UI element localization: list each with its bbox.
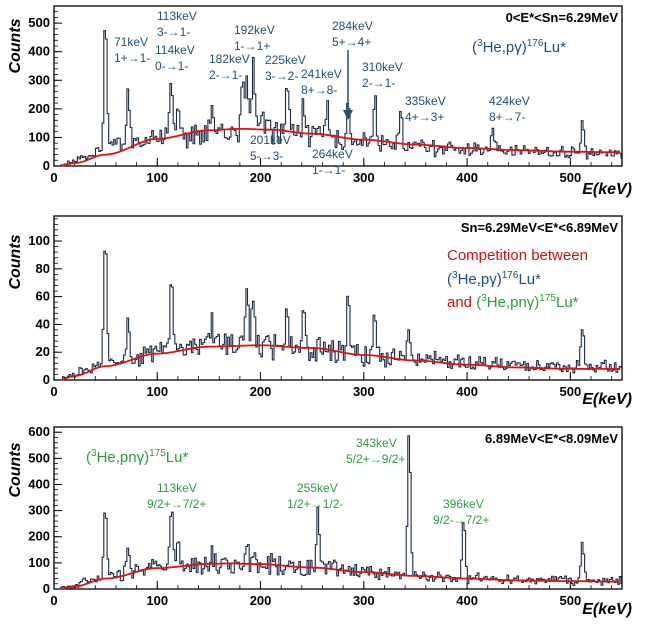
background-fit-line bbox=[59, 344, 620, 381]
x-tick-label: 200 bbox=[250, 170, 272, 185]
panel-3-reaction-label: (3He,pnγ)175Lu* bbox=[86, 448, 188, 466]
panel-3-annotations: 113keV 9/2+→7/2+ 255keV 1/2+→1/2- 343keV 5/… bbox=[147, 436, 489, 527]
annotation-label: 201keV 5-→3- bbox=[250, 133, 291, 163]
panel-1-plot bbox=[59, 30, 622, 167]
annotation-label: 343keV 5/2+→9/2+ bbox=[346, 436, 405, 466]
panel-3: 0 100 200 300 400 500 600 0 100 200 300 400 500 Cou… bbox=[7, 424, 632, 618]
panel-2-ylabel: Counts bbox=[7, 234, 24, 289]
annotation-label: 396keV 9/2-→7/2+ bbox=[433, 497, 489, 527]
panel-3-y-ticks: 0 100 200 300 400 500 600 bbox=[28, 424, 62, 596]
x-tick-label: 400 bbox=[456, 593, 478, 608]
y-tick-label: 0 bbox=[43, 581, 50, 596]
y-tick-label: 500 bbox=[28, 450, 50, 465]
panel-2: 0 20 40 60 80 100 0 100 200 300 400 500 Counts E(k… bbox=[7, 215, 632, 408]
panel-3-range-label: 6.89MeV<E*<8.09MeV bbox=[485, 431, 618, 446]
x-tick-label: 300 bbox=[353, 384, 375, 399]
panel-1: 0 100 200 300 400 500 0 100 200 300 400 500 Counts… bbox=[7, 5, 632, 198]
panel-1-xlabel: E(keV) bbox=[582, 181, 632, 198]
x-tick-label: 200 bbox=[250, 593, 272, 608]
x-tick-label: 0 bbox=[50, 384, 57, 399]
x-tick-label: 500 bbox=[560, 593, 582, 608]
y-tick-label: 0 bbox=[43, 158, 50, 173]
annotation-label: 310keV 2-→1- bbox=[362, 60, 403, 90]
y-tick-label: 300 bbox=[28, 72, 50, 87]
y-tick-label: 100 bbox=[28, 233, 50, 248]
y-tick-label: 400 bbox=[28, 44, 50, 59]
y-tick-label: 40 bbox=[36, 316, 50, 331]
panel-2-x-ticks: 0 100 200 300 400 500 bbox=[50, 372, 613, 399]
annotation-label: 424keV 8+→7- bbox=[489, 94, 530, 124]
panel-2-frame bbox=[53, 215, 623, 381]
y-tick-label: 20 bbox=[36, 344, 50, 359]
panel-2-xlabel: E(keV) bbox=[582, 391, 632, 408]
panel-2-plot bbox=[59, 250, 622, 381]
panel-1-y-ticks: 0 100 200 300 400 500 bbox=[28, 5, 62, 173]
x-tick-label: 300 bbox=[353, 593, 375, 608]
background-fit-line bbox=[59, 562, 620, 590]
panel-1-reaction-label: (3He,pγ)176Lu* bbox=[472, 38, 566, 56]
y-tick-label: 100 bbox=[28, 129, 50, 144]
annotation-label: 255keV 1/2+→1/2- bbox=[287, 481, 343, 511]
panel-3-x-ticks: 0 100 200 300 400 500 bbox=[50, 581, 613, 608]
annotation-label: 225keV 3-→2- bbox=[265, 53, 306, 83]
annotation-label: 264keV 1-→1- bbox=[312, 147, 353, 177]
annotation-arrowhead bbox=[343, 110, 353, 120]
y-tick-label: 600 bbox=[28, 424, 50, 439]
x-tick-label: 0 bbox=[50, 170, 57, 185]
y-tick-label: 0 bbox=[43, 372, 50, 387]
x-tick-label: 400 bbox=[456, 170, 478, 185]
annotation-label: 241keV 8+→8- bbox=[301, 67, 342, 97]
panel-2-y-ticks: 0 20 40 60 80 100 bbox=[28, 218, 62, 387]
annotation-label: 182keV 2-→1- bbox=[209, 52, 250, 82]
y-tick-label: 200 bbox=[28, 529, 50, 544]
x-tick-label: 500 bbox=[560, 384, 582, 399]
competition-title: Competition between bbox=[447, 247, 588, 264]
y-tick-label: 60 bbox=[36, 289, 50, 304]
x-tick-label: 300 bbox=[353, 170, 375, 185]
spectrum-line bbox=[59, 250, 622, 381]
competition-line-1: (3He,pγ)176Lu* bbox=[447, 270, 541, 288]
panel-3-ylabel: Counts bbox=[7, 442, 24, 497]
panel-2-range-label: Sn=6.29MeV<E*<6.89MeV bbox=[461, 220, 619, 235]
x-tick-label: 100 bbox=[146, 593, 168, 608]
annotation-label: 192keV 1-→1+ bbox=[234, 23, 275, 53]
panel-1-annotations: 71keV 1+→1- 113keV 3-→1- 114keV 0-→1- 182ke… bbox=[114, 9, 530, 177]
panel-1-range-label: 0<E*<Sn=6.29MeV bbox=[506, 10, 619, 25]
panel-3-plot bbox=[59, 435, 622, 590]
panel-1-x-ticks: 0 100 200 300 400 500 bbox=[50, 158, 613, 185]
y-tick-label: 200 bbox=[28, 101, 50, 116]
annotation-label: 284keV 5+→4+ bbox=[332, 19, 373, 49]
y-tick-label: 100 bbox=[28, 555, 50, 570]
x-tick-label: 0 bbox=[50, 593, 57, 608]
x-tick-label: 500 bbox=[560, 170, 582, 185]
annotation-label: 113keV 3-→1- bbox=[157, 9, 197, 39]
x-tick-label: 100 bbox=[146, 170, 168, 185]
y-tick-label: 300 bbox=[28, 503, 50, 518]
y-tick-label: 400 bbox=[28, 476, 50, 491]
annotation-label: 71keV 1+→1- bbox=[114, 35, 150, 65]
annotation-label: 113keV 9/2+→7/2+ bbox=[147, 481, 206, 511]
panel-3-xlabel: E(keV) bbox=[582, 601, 632, 618]
panel-3-frame bbox=[53, 426, 623, 590]
annotation-label: 114keV 0-→1- bbox=[155, 43, 195, 73]
y-tick-label: 80 bbox=[36, 261, 50, 276]
annotation-label: 335keV 4+→3+ bbox=[405, 94, 446, 124]
y-tick-label: 500 bbox=[28, 15, 50, 30]
competition-line-2: and (3He,pnγ)175Lu* bbox=[447, 293, 579, 311]
x-tick-label: 400 bbox=[456, 384, 478, 399]
x-tick-label: 100 bbox=[146, 384, 168, 399]
panel-1-ylabel: Counts bbox=[7, 18, 24, 73]
background-fit-line bbox=[59, 128, 620, 167]
x-tick-label: 200 bbox=[250, 384, 272, 399]
